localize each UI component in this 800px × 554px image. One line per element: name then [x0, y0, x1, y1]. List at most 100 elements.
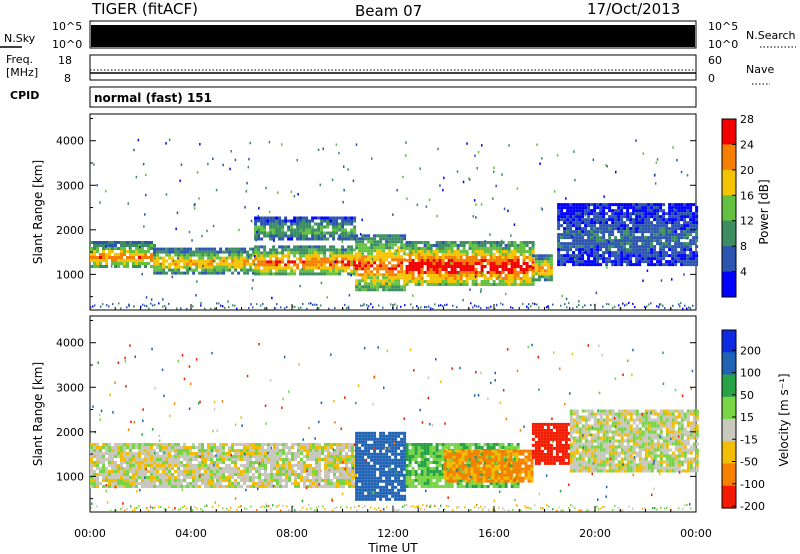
velocity-cell — [126, 482, 129, 485]
power-ground-point — [118, 302, 120, 305]
velocity-cell — [90, 479, 93, 482]
power-cell — [549, 266, 553, 270]
velocity-cell — [174, 470, 177, 473]
power-cell — [174, 250, 178, 254]
power-cell — [358, 282, 362, 286]
power-cell — [358, 261, 362, 265]
velocity-cell — [444, 482, 448, 485]
power-cell — [486, 250, 490, 253]
velocity-cell — [138, 446, 141, 449]
velocity-cell — [210, 467, 213, 470]
power-cell — [635, 221, 639, 225]
power-noise-point — [196, 280, 198, 283]
power-cell — [370, 258, 374, 262]
power-cell — [662, 212, 666, 216]
power-cell — [162, 256, 166, 260]
power-cell — [441, 283, 445, 286]
power-cell — [492, 259, 496, 262]
velocity-cell — [327, 452, 330, 455]
velocity-cell — [400, 443, 404, 447]
power-cell — [391, 234, 395, 238]
velocity-cell — [376, 479, 380, 483]
power-cell — [683, 260, 687, 264]
power-cell — [260, 216, 264, 220]
power-noise-point — [425, 205, 428, 208]
power-cell — [656, 230, 660, 234]
power-ground-point — [164, 304, 166, 307]
velocity-cell — [180, 449, 183, 452]
power-cell — [281, 225, 285, 229]
power-cell — [364, 234, 368, 238]
power-cell — [138, 262, 141, 265]
power-cell — [602, 224, 606, 228]
velocity-cell — [373, 497, 377, 501]
velocity-cell — [342, 455, 345, 458]
power-cell — [177, 262, 181, 266]
power-ground-point — [410, 303, 412, 306]
power-cell — [611, 251, 615, 255]
power-cell — [132, 256, 135, 259]
power-cell — [617, 251, 621, 255]
power-cell — [382, 273, 386, 277]
power-cell — [560, 212, 564, 216]
velocity-cell — [237, 476, 240, 479]
power-cell — [480, 268, 484, 271]
power-ytick-label: 4000 — [56, 135, 84, 148]
power-cell — [480, 283, 484, 286]
velocity-cell — [453, 446, 457, 449]
power-cell — [296, 216, 300, 220]
power-colorbar-tick-label: 8 — [740, 240, 747, 253]
velocity-cell — [204, 476, 207, 479]
velocity-cell — [177, 485, 180, 488]
power-cell — [578, 218, 582, 222]
power-noise-point — [198, 197, 200, 200]
power-cell — [507, 280, 511, 283]
power-noise-point — [361, 218, 363, 222]
power-cell — [379, 264, 383, 268]
power-cell — [575, 248, 579, 252]
velocity-cell — [264, 485, 267, 488]
velocity-cell — [207, 455, 210, 458]
velocity-cell — [270, 443, 273, 446]
power-cell — [674, 260, 678, 264]
power-cell — [420, 274, 424, 277]
power-cell — [638, 248, 642, 252]
power-cell — [237, 259, 241, 263]
power-cell — [299, 237, 303, 241]
power-cell — [668, 254, 672, 258]
velocity-cell — [435, 476, 439, 479]
power-cell — [429, 268, 433, 271]
power-cell — [569, 248, 573, 252]
velocity-cell — [370, 467, 374, 471]
velocity-cell — [180, 470, 183, 473]
velocity-cell — [444, 479, 448, 482]
power-cell — [626, 224, 630, 228]
velocity-cell — [394, 431, 398, 435]
velocity-cell — [342, 470, 345, 473]
velocity-cell — [327, 473, 330, 476]
power-cell — [361, 279, 365, 283]
power-cell — [677, 224, 681, 228]
power-cell — [560, 209, 564, 213]
velocity-cell — [348, 443, 351, 446]
power-cell — [355, 240, 359, 244]
velocity-cell — [108, 476, 111, 479]
power-noise-point — [250, 219, 253, 223]
power-cell — [584, 224, 588, 228]
velocity-cell — [129, 449, 132, 452]
power-cell — [237, 262, 241, 266]
velocity-cell — [358, 485, 362, 489]
power-cell — [141, 259, 144, 262]
velocity-cell — [231, 446, 234, 449]
power-cell — [653, 254, 657, 258]
power-ground-point — [294, 305, 296, 308]
power-cell — [207, 247, 211, 251]
power-cell — [653, 206, 657, 210]
power-cell — [367, 264, 371, 268]
power-cell — [680, 230, 684, 234]
power-cell — [367, 282, 371, 286]
power-cell — [444, 265, 448, 268]
velocity-cell — [441, 446, 445, 449]
power-cell — [320, 257, 324, 261]
